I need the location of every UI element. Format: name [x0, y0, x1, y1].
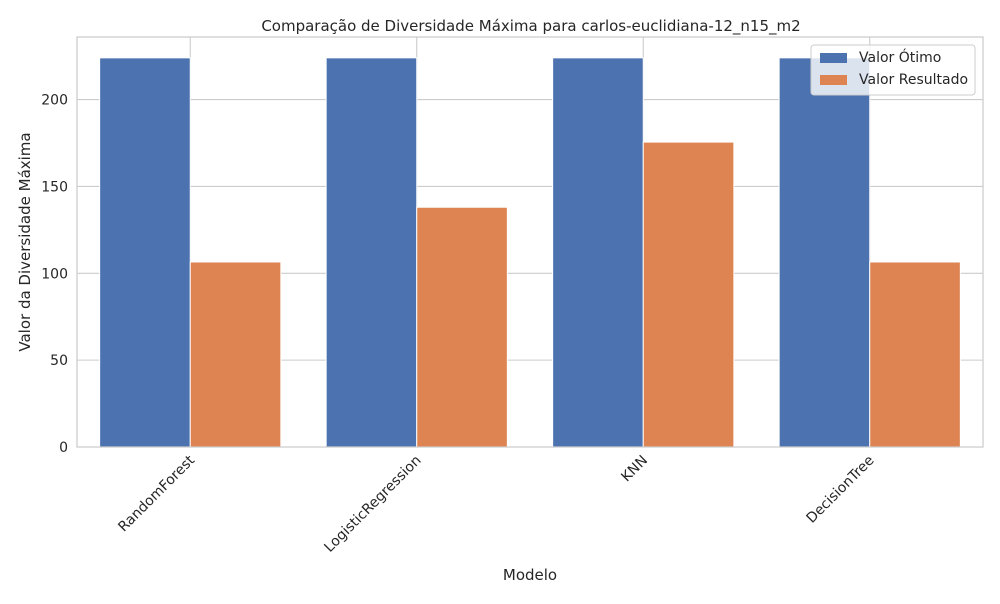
y-axis-ticks: 0 50 100 150 200	[41, 93, 68, 456]
legend-label: Valor Resultado	[859, 72, 968, 88]
x-axis-label: Modelo	[503, 566, 557, 584]
bar-resultado-RandomForest	[189, 261, 282, 448]
y-tick-label: 100	[41, 266, 68, 282]
bars	[99, 57, 961, 448]
legend: Valor Ótimo Valor Resultado	[810, 44, 976, 96]
legend-swatch	[820, 53, 847, 63]
legend-box	[810, 44, 976, 96]
x-axis-ticks: RandomForest LogisticRegression KNN Decisio…	[115, 452, 877, 555]
plot-frame	[76, 36, 984, 448]
legend-swatch	[820, 75, 847, 85]
bar-resultado-KNN	[642, 141, 735, 448]
y-tick-label: 0	[59, 440, 68, 456]
bar-otimo-RandomForest	[99, 57, 191, 448]
x-tick-label: KNN	[618, 453, 651, 486]
chart-title: Comparação de Diversidade Máxima para ca…	[261, 17, 800, 36]
bar-otimo-KNN	[552, 57, 644, 448]
y-axis-label: Valor da Diversidade Máxima	[16, 132, 34, 351]
bar-resultado-DecisionTree	[869, 261, 961, 448]
bar-otimo-DecisionTree	[778, 57, 871, 448]
y-tick-label: 150	[41, 179, 68, 195]
y-tick-label: 200	[41, 93, 68, 109]
x-tick-label: RandomForest	[115, 452, 198, 535]
x-tick-label: DecisionTree	[803, 453, 877, 527]
bar-resultado-LogisticRegression	[416, 206, 508, 448]
bar-otimo-LogisticRegression	[325, 57, 418, 448]
x-tick-label: LogisticRegression	[321, 453, 424, 556]
y-tick-label: 50	[50, 353, 68, 369]
legend-label: Valor Ótimo	[859, 48, 941, 66]
